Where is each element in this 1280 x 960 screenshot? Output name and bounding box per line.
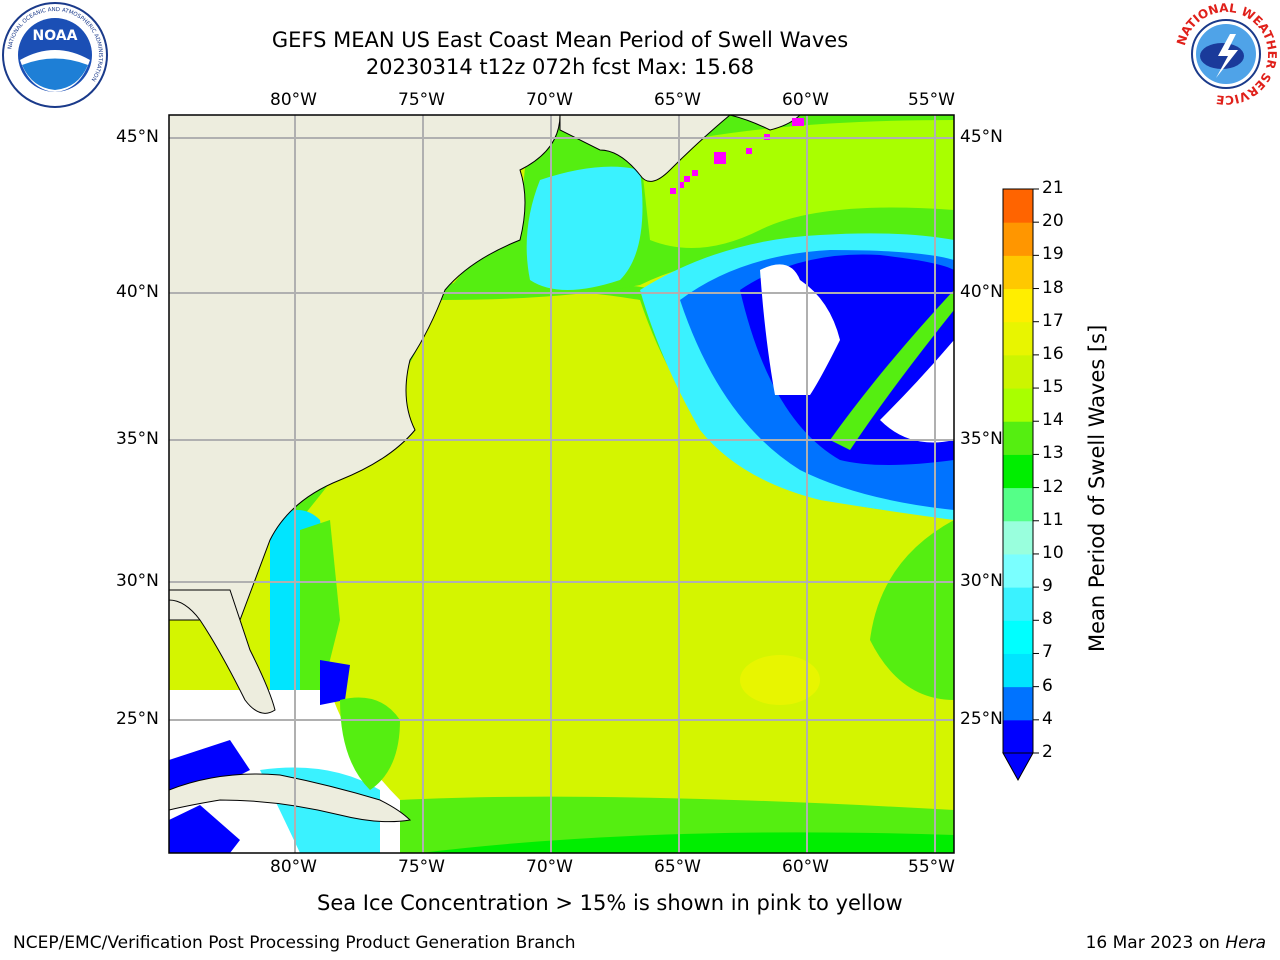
colorbar-extend-triangle	[1002, 752, 1034, 782]
gridlines	[169, 115, 954, 853]
land-cuba	[169, 773, 412, 823]
lat-tick-right-40: 40°N	[960, 282, 1003, 302]
colorbar-tick-marks	[1033, 188, 1039, 754]
swell-caribbean-blue-2	[169, 805, 240, 853]
lat-tick-left-25: 25°N	[116, 709, 159, 729]
land-us	[169, 115, 561, 621]
lon-tick-bottom-80: 80°W	[270, 857, 317, 877]
colorbar-tick-label: 17	[1042, 310, 1064, 331]
lon-tick-top-55: 55°W	[908, 90, 955, 110]
swell-florida-green	[300, 520, 340, 700]
colorbar-segment	[1003, 288, 1033, 323]
footer-right: 16 Mar 2023 on Hera	[1086, 933, 1266, 953]
colorbar-tick-label: 6	[1042, 675, 1053, 696]
lat-tick-right-45: 45°N	[960, 127, 1003, 147]
lat-tick-right-30: 30°N	[960, 571, 1003, 591]
colorbar-segment	[1003, 653, 1033, 688]
lon-tick-bottom-60: 60°W	[782, 857, 829, 877]
map-frame	[168, 114, 955, 854]
colorbar-tick-label: 19	[1042, 244, 1064, 265]
chart-title: GEFS MEAN US East Coast Mean Period of S…	[271, 28, 849, 52]
nws-logo: NATIONAL WEATHER SERVICE	[1174, 1, 1279, 107]
noaa-logo: NOAA NATIONAL OCEANIC AND ATMOSPHERIC AD…	[2, 2, 108, 108]
lon-tick-bottom-75: 75°W	[398, 857, 445, 877]
colorbar-segment	[1003, 189, 1033, 223]
colorbar-tick-label: 9	[1042, 576, 1053, 597]
chart-subtitle: 20230314 t12z 072h fcst Max: 15.68	[365, 55, 755, 79]
colorbar-tick-label: 2	[1042, 742, 1053, 762]
land-nova-scotia	[559, 115, 731, 182]
colorbar-tick-label: 21	[1042, 178, 1064, 198]
colorbar-tick-label: 14	[1042, 410, 1064, 431]
colorbar-segment	[1003, 421, 1033, 455]
colorbar-tick-label: 16	[1042, 343, 1064, 364]
colorbar-segment	[1003, 587, 1033, 621]
lon-tick-bottom-55: 55°W	[908, 857, 955, 877]
lat-tick-left-45: 45°N	[116, 127, 159, 147]
swell-ridge	[830, 290, 954, 450]
colorbar-tick-label: 20	[1042, 211, 1064, 232]
colorbar-segment	[1003, 255, 1033, 290]
colorbar-segments	[1003, 189, 1033, 754]
colorbar-segment	[1003, 454, 1033, 489]
colorbar-tick-label: 13	[1042, 443, 1064, 464]
colorbar-tick-label: 7	[1042, 642, 1053, 663]
lon-tick-bottom-65: 65°W	[654, 857, 701, 877]
lat-tick-right-25: 25°N	[960, 709, 1003, 729]
colorbar-tick-label: 12	[1042, 476, 1064, 497]
lon-tick-top-75: 75°W	[398, 90, 445, 110]
swell-band-east	[870, 520, 954, 700]
lat-tick-left-30: 30°N	[116, 571, 159, 591]
colorbar-segment	[1003, 719, 1033, 754]
lat-tick-left-40: 40°N	[116, 282, 159, 302]
footer-host: Hera	[1225, 933, 1266, 953]
lon-tick-top-60: 60°W	[782, 90, 829, 110]
swell-max-patch	[740, 655, 820, 705]
colorbar-tick-label: 10	[1042, 542, 1064, 563]
no-data-patch-1	[760, 264, 840, 395]
colorbar-label: Mean Period of Swell Waves [s]	[1085, 324, 1109, 652]
colorbar-segment	[1003, 487, 1033, 522]
lon-tick-top-80: 80°W	[270, 90, 317, 110]
lon-tick-top-70: 70°W	[526, 90, 573, 110]
colorbar-segment	[1003, 553, 1033, 588]
lon-tick-bottom-70: 70°W	[526, 857, 573, 877]
colorbar-segment	[1003, 620, 1033, 654]
sea-ice-caption: Sea Ice Concentration > 15% is shown in …	[317, 891, 903, 915]
colorbar-segment	[1003, 686, 1033, 721]
colorbar-segment	[1003, 388, 1033, 422]
colorbar-frame	[1002, 188, 1034, 754]
lat-tick-right-35: 35°N	[960, 429, 1003, 449]
swell-band-south-inner	[420, 832, 954, 853]
footer-left: NCEP/EMC/Verification Post Processing Pr…	[13, 933, 576, 953]
swell-gulf-maine	[526, 166, 643, 290]
colorbar-segment	[1003, 520, 1033, 555]
colorbar-segment	[1003, 321, 1033, 356]
colorbar-tick-label: 4	[1042, 708, 1053, 729]
noaa-logo-text: NOAA	[33, 28, 78, 44]
colorbar-tick-label: 11	[1042, 509, 1064, 530]
lon-tick-top-65: 65°W	[654, 90, 701, 110]
colorbar-tick-label: 15	[1042, 377, 1064, 398]
colorbar-tick-label: 18	[1042, 277, 1064, 298]
lat-tick-left-35: 35°N	[116, 429, 159, 449]
land-florida	[169, 589, 276, 714]
colorbar-tick-label: 8	[1042, 609, 1053, 630]
colorbar-segment	[1003, 222, 1033, 256]
footer-date: 16 Mar 2023 on	[1085, 933, 1226, 953]
colorbar-segment	[1003, 354, 1033, 389]
swell-bahamas-blue	[320, 660, 350, 705]
